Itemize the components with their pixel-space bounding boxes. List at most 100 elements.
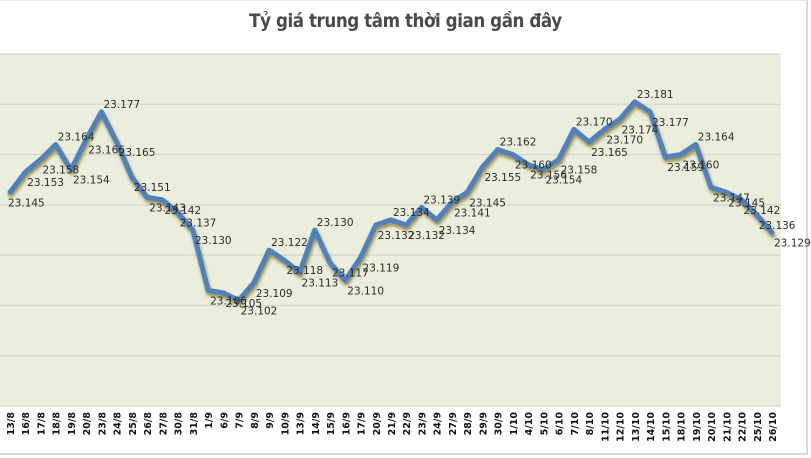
data-label: 23.102 <box>241 305 278 317</box>
x-tick-label: 12/10 <box>616 412 627 442</box>
data-label: 23.142 <box>164 205 201 217</box>
x-tick-label: 8/9 <box>250 412 261 429</box>
x-tick-label: 23/9 <box>417 412 428 435</box>
x-tick-label: 13/10 <box>631 412 642 442</box>
data-label: 23.165 <box>591 147 628 159</box>
data-label: 23.160 <box>683 160 720 172</box>
x-tick-label: 1/9 <box>204 412 215 429</box>
data-label: 23.159 <box>667 162 704 174</box>
data-label: 23.109 <box>256 288 293 300</box>
data-label: 23.106 <box>210 295 247 307</box>
x-tick-label: 30/8 <box>174 412 185 436</box>
data-label: 23.170 <box>606 134 643 146</box>
data-label: 23.139 <box>423 194 460 206</box>
x-tick-label: 16/8 <box>21 412 32 436</box>
data-label: 23.151 <box>134 182 171 194</box>
x-tick-label: 31/8 <box>189 412 200 436</box>
x-tick-label: 24/8 <box>113 412 124 436</box>
data-label: 23.158 <box>42 165 79 177</box>
chart-title: Tỷ giá trung tâm thời gian gần đây <box>249 10 562 32</box>
data-label: 23.164 <box>698 132 735 144</box>
data-label: 23.154 <box>545 175 582 187</box>
x-tick-label: 6/9 <box>219 412 230 429</box>
data-label: 23.164 <box>58 132 95 144</box>
x-tick-label: 25/8 <box>128 412 139 436</box>
data-label: 23.143 <box>149 202 186 214</box>
data-label: 23.130 <box>195 235 232 247</box>
x-tick-label: 20/8 <box>82 412 93 436</box>
data-label: 23.181 <box>637 89 674 101</box>
x-tick-label: 7/9 <box>235 412 246 429</box>
x-tick-label: 1/10 <box>509 412 520 436</box>
data-label: 23.119 <box>363 263 400 275</box>
x-tick-label: 14/9 <box>311 412 322 435</box>
data-label: 23.118 <box>286 265 323 277</box>
x-tick-label: 18/10 <box>677 412 688 442</box>
x-tick-label: 19/8 <box>67 412 78 436</box>
data-label: 23.147 <box>713 192 750 204</box>
x-tick-label: 23/8 <box>97 412 108 436</box>
x-tick-label: 17/8 <box>36 412 47 436</box>
data-label: 23.177 <box>652 117 689 129</box>
x-tick-label: 13/9 <box>296 412 307 435</box>
data-label: 23.153 <box>27 177 64 189</box>
data-label: 23.134 <box>393 207 430 219</box>
x-tick-label: 22/10 <box>738 412 749 442</box>
x-tick-label: 30/9 <box>494 412 505 435</box>
x-tick-label: 7/10 <box>570 412 581 436</box>
x-tick-label: 21/9 <box>387 412 398 435</box>
data-label: 23.122 <box>271 237 308 249</box>
data-labels: 23.14523.15323.15823.16423.15423.16623.1… <box>8 89 811 318</box>
data-label: 23.105 <box>225 298 262 310</box>
x-tick-label: 25/10 <box>753 412 764 442</box>
data-label: 23.158 <box>561 165 598 177</box>
data-label: 23.132 <box>408 230 445 242</box>
data-label: 23.155 <box>484 172 521 184</box>
x-tick-label: 27/8 <box>158 412 169 436</box>
x-tick-label: 9/9 <box>265 412 276 429</box>
x-tick-label: 20/9 <box>372 412 383 435</box>
x-tick-label: 21/10 <box>722 412 733 442</box>
data-label: 23.166 <box>88 144 125 156</box>
x-tick-label: 13/8 <box>6 412 17 436</box>
data-label: 23.117 <box>332 268 369 280</box>
x-tick-label: 10/9 <box>280 412 291 435</box>
series-line <box>7 99 775 303</box>
data-label: 23.145 <box>728 197 765 209</box>
x-tick-label: 28/9 <box>463 412 474 435</box>
x-tick-label: 27/9 <box>448 412 459 435</box>
x-tick-label: 14/10 <box>646 412 657 442</box>
x-tick-label: 26/10 <box>768 412 779 442</box>
x-tick-label: 22/9 <box>402 412 413 435</box>
data-label: 23.137 <box>180 217 217 229</box>
data-label: 23.177 <box>103 99 140 111</box>
x-tick-label: 20/10 <box>707 412 718 442</box>
data-label: 23.132 <box>378 230 415 242</box>
data-label: 23.160 <box>515 160 552 172</box>
x-tick-label: 24/9 <box>433 412 444 435</box>
data-label: 23.174 <box>622 124 659 136</box>
data-label: 23.129 <box>774 238 811 250</box>
data-label: 23.165 <box>119 147 156 159</box>
data-label: 23.110 <box>347 285 384 297</box>
data-label: 23.145 <box>8 197 45 209</box>
x-tick-label: 19/10 <box>692 412 703 442</box>
gridlines <box>0 53 781 407</box>
data-label: 23.154 <box>73 175 110 187</box>
x-tick-label: 18/8 <box>52 412 63 436</box>
data-label: 23.145 <box>469 197 506 209</box>
x-tick-label: 26/8 <box>143 412 154 436</box>
x-tick-label: 16/9 <box>341 412 352 435</box>
data-label: 23.162 <box>500 137 537 149</box>
x-tick-label: 29/9 <box>478 412 489 435</box>
x-tick-label: 6/10 <box>555 412 566 436</box>
x-tick-label: 15/9 <box>326 412 337 435</box>
data-label: 23.134 <box>439 225 476 237</box>
x-tick-label: 8/10 <box>585 412 596 436</box>
x-tick-label: 11/10 <box>600 412 611 442</box>
x-tick-label: 5/10 <box>539 412 550 436</box>
x-tick-label: 15/10 <box>661 412 672 442</box>
data-label: 23.136 <box>759 220 796 232</box>
data-label: 23.170 <box>576 116 613 128</box>
data-label: 23.113 <box>302 278 339 290</box>
